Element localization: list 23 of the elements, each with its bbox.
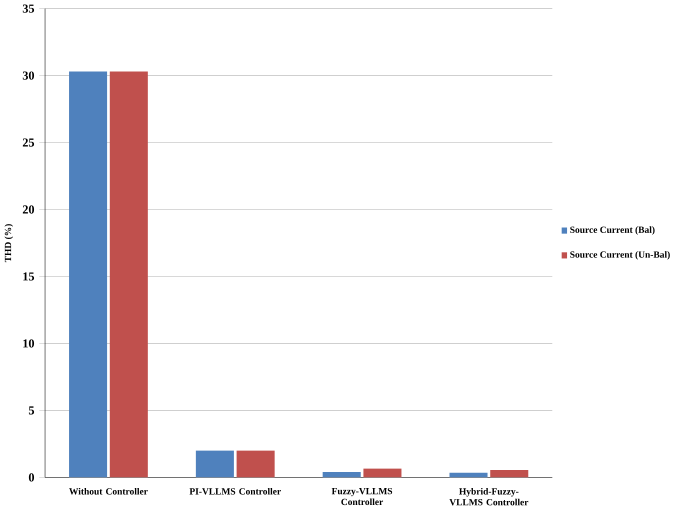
legend-label: Source Current (Un-Bal) xyxy=(570,251,670,260)
x-tick-label: Without Controller xyxy=(69,488,148,495)
y-axis-title: THD (%) xyxy=(4,224,14,262)
bar xyxy=(236,450,275,478)
bar xyxy=(110,72,148,478)
y-tick-label: 25 xyxy=(22,138,34,147)
y-tick-label: 20 xyxy=(22,205,34,214)
bar xyxy=(449,472,488,478)
legend-label: Source Current (Bal) xyxy=(570,226,655,235)
y-tick-label: 5 xyxy=(28,406,34,414)
bar xyxy=(363,468,402,478)
bar xyxy=(490,470,528,478)
x-tick-label: Fuzzy-VLLMS Controller xyxy=(332,488,392,506)
bar xyxy=(69,72,108,478)
y-tick-label: 30 xyxy=(22,71,34,80)
y-tick-label: 0 xyxy=(28,473,34,482)
x-tick-label: PI-VLLMS Controller xyxy=(190,488,281,495)
y-tick-label: 35 xyxy=(22,4,34,13)
bar xyxy=(322,472,361,478)
y-tick-label: 15 xyxy=(23,272,34,281)
x-tick-label: Hybrid-Fuzzy-VLLMS Controller xyxy=(449,488,528,506)
y-tick-label: 10 xyxy=(23,339,34,348)
bar xyxy=(196,450,234,478)
